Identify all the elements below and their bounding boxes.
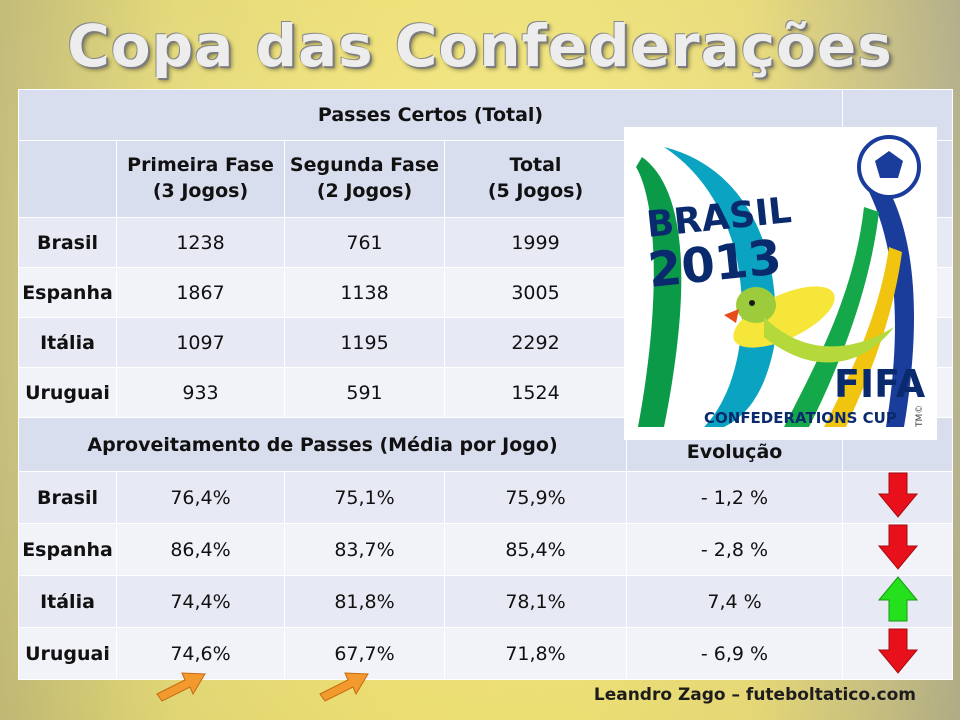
highlight-arrow-icon (156, 672, 206, 702)
trend-cell (842, 471, 954, 524)
cell-value: 81,8% (284, 575, 445, 628)
cell-value: 1867 (116, 267, 285, 318)
cell-value: 1524 (444, 367, 627, 418)
cell-value: 75,9% (444, 471, 627, 524)
cell-value: 2292 (444, 317, 627, 368)
cell-value: 1238 (116, 217, 285, 268)
cell-value: 83,7% (284, 523, 445, 576)
page-title: Copa das Confederações 2013 (67, 12, 893, 148)
cell-value: 78,1% (444, 575, 627, 628)
cell-value: 1097 (116, 317, 285, 368)
trend-cell (842, 523, 954, 576)
column-header-empty (18, 140, 117, 218)
arrow-down-icon (877, 524, 918, 570)
arrow-down-icon (877, 628, 918, 674)
cell-value: 75,1% (284, 471, 445, 524)
team-name: Espanha (18, 523, 117, 576)
accuracy-row-brasil: Brasil 76,4% 75,1% 75,9% - 1,2 % (18, 471, 954, 524)
team-name: Itália (18, 317, 117, 368)
cell-value: 761 (284, 217, 445, 268)
cell-value: 74,6% (116, 627, 285, 680)
signature: Leandro Zago – futeboltatico.com (593, 685, 916, 705)
cell-value: 76,4% (116, 471, 285, 524)
cell-value: 3005 (444, 267, 627, 318)
trend-cell (842, 575, 954, 628)
section1-title-row: Passes Certos (Total) (17, 89, 954, 141)
team-name: Uruguai (18, 627, 117, 680)
arrow-down-icon (877, 472, 918, 518)
evolution-value: - 1,2 % (625, 471, 844, 524)
confederations-cup-logo: BRASIL 2013 FIFA CONFEDERATIONS CUP TM© (624, 127, 937, 440)
accuracy-row-espanha: Espanha 86,4% 83,7% 85,4% - 2,8 % (18, 523, 954, 576)
logo-event-text: CONFEDERATIONS CUP (704, 409, 897, 427)
team-name: Itália (18, 575, 117, 628)
logo-org-text: FIFA (834, 362, 926, 406)
cell-value: 1195 (284, 317, 445, 368)
highlight-arrow-icon (319, 672, 369, 702)
section2-title: Aproveitamento de Passes (Média por Jogo… (18, 417, 627, 472)
cell-value: 85,4% (444, 523, 627, 576)
team-name: Brasil (18, 217, 117, 268)
cell-value: 933 (116, 367, 285, 418)
trend-cell (842, 627, 954, 680)
cell-value: 1999 (444, 217, 627, 268)
column-header-first-phase: Primeira Fase (3 Jogos) (116, 140, 285, 218)
accuracy-row-uruguai: Uruguai 74,6% 67,7% 71,8% - 6,9 % (18, 627, 954, 680)
team-name: Espanha (18, 267, 117, 318)
team-name: Brasil (18, 471, 117, 524)
evolution-value: 7,4 % (625, 575, 844, 628)
accuracy-row-italia: Itália 74,4% 81,8% 78,1% 7,4 % (18, 575, 954, 628)
cell-value: 591 (284, 367, 445, 418)
column-header-total: Total (5 Jogos) (444, 140, 627, 218)
cell-value: 67,7% (284, 627, 445, 680)
team-name: Uruguai (18, 367, 117, 418)
arrow-up-icon (877, 576, 918, 622)
evolution-value: - 6,9 % (625, 627, 844, 680)
logo-year-text: 2013 (645, 229, 784, 299)
evolution-value: - 2,8 % (625, 523, 844, 576)
cell-value: 74,4% (116, 575, 285, 628)
cell-value: 71,8% (444, 627, 627, 680)
cell-value: 86,4% (116, 523, 285, 576)
cell-value: 1138 (284, 267, 445, 318)
logo-tm-text: TM© (915, 405, 925, 428)
column-header-second-phase: Segunda Fase (2 Jogos) (284, 140, 445, 218)
